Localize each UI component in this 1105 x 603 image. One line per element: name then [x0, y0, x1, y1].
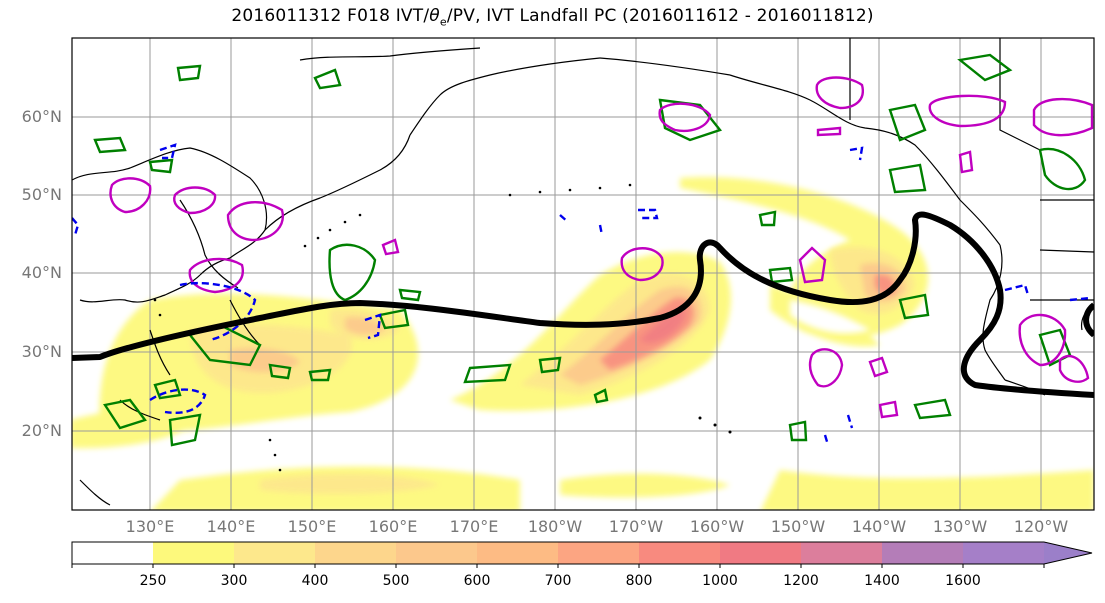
- colorbar-segment: [882, 542, 964, 564]
- lon-label: 150°W: [770, 517, 826, 536]
- blue-contours: [72, 143, 1091, 446]
- lon-label: 150°E: [287, 517, 337, 536]
- lon-label: 130°W: [932, 517, 988, 536]
- lon-label: 130°E: [125, 517, 175, 536]
- lon-label: 170°E: [449, 517, 499, 536]
- colorbar-label: 500: [382, 573, 410, 589]
- magenta-contours: [109, 76, 1094, 419]
- colorbar-segment: [720, 542, 802, 564]
- colorbar-segment: [315, 542, 397, 564]
- ivt-colorbar: [71, 541, 1093, 568]
- colorbar-label: 800: [625, 573, 653, 589]
- lon-label: 120°W: [1013, 517, 1069, 536]
- lat-label: 20°N: [21, 421, 62, 440]
- landfall-pc-line: [72, 211, 1094, 398]
- lon-label: 160°W: [689, 517, 745, 536]
- ivt-shading: [72, 177, 1094, 510]
- colorbar-label: 400: [301, 573, 329, 589]
- colorbar-label: 1400: [864, 573, 900, 589]
- colorbar-label: 1600: [945, 573, 981, 589]
- lat-label: 50°N: [21, 185, 62, 204]
- lat-label: 60°N: [21, 107, 62, 126]
- colorbar-segment: [234, 542, 316, 564]
- map-frame: [71, 37, 1095, 511]
- colorbar-label: 600: [463, 573, 491, 589]
- colorbar-label: 300: [220, 573, 248, 589]
- colorbar-segment: [396, 542, 478, 564]
- islands: [153, 183, 732, 472]
- colorbar-segment: [72, 542, 154, 564]
- colorbar-segment: [801, 542, 883, 564]
- colorbar-label: 1200: [783, 573, 819, 589]
- map-title: 2016011312 F018 IVT/θe/PV, IVT Landfall …: [231, 6, 874, 29]
- colorbar-label: 1000: [702, 573, 738, 589]
- lat-label: 30°N: [21, 342, 62, 361]
- colorbar-segment: [558, 542, 640, 564]
- lon-label: 140°E: [206, 517, 256, 536]
- colorbar-segment: [477, 542, 559, 564]
- colorbar-segment: [153, 542, 235, 564]
- colorbar-segment: [963, 542, 1045, 564]
- colorbar-segment: [639, 542, 721, 564]
- lat-label: 40°N: [21, 263, 62, 282]
- map-background: [72, 38, 1094, 510]
- colorbar-label: 250: [139, 573, 167, 589]
- colorbar-outline: [71, 541, 1093, 565]
- green-contours: [93, 53, 1087, 447]
- gridlines: [72, 38, 1094, 510]
- lon-label: 170°W: [608, 517, 664, 536]
- lon-label: 180°W: [527, 517, 583, 536]
- lon-label: 140°W: [851, 517, 907, 536]
- colorbar-label: 700: [544, 573, 572, 589]
- lon-label: 160°E: [368, 517, 418, 536]
- colorbar-extension-arrow: [1044, 542, 1092, 564]
